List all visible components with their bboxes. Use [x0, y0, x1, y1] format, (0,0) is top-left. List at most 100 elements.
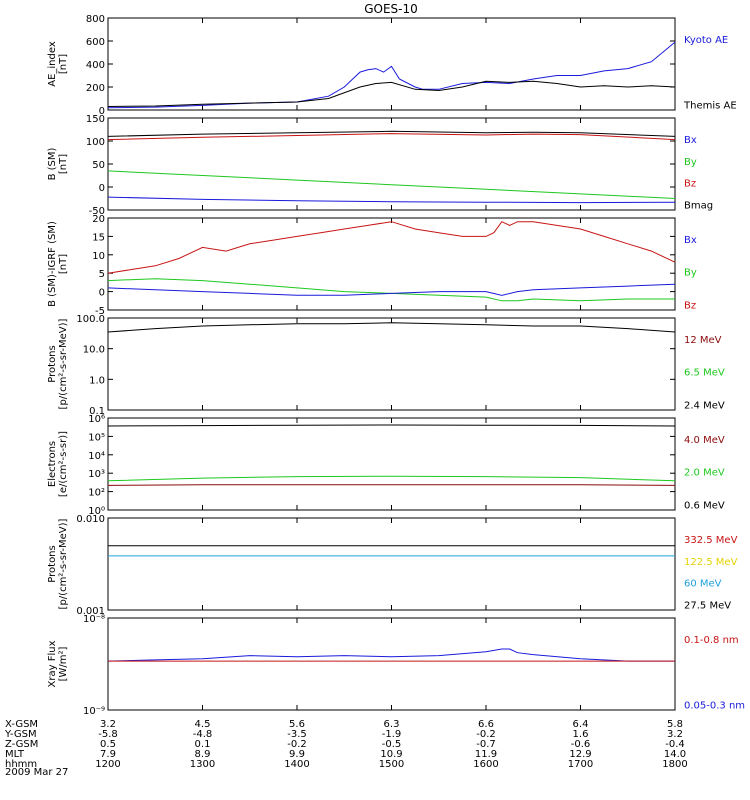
y-tick-label: 10⁵ [88, 432, 105, 443]
legend-entry: 4.0 MeV [684, 435, 725, 446]
legend-entry: 6.5 MeV [684, 368, 725, 379]
y-tick-label: 0 [99, 106, 105, 117]
series-line [107, 221, 676, 274]
x-axis-row-value: -0.2 [476, 729, 496, 740]
legend-entry: By [684, 268, 697, 279]
y-tick-label: 0.1 [89, 406, 105, 417]
x-axis-row-value: -0.5 [382, 739, 402, 750]
x-axis-row-value: -4.8 [193, 729, 213, 740]
x-axis-row-value: 6.4 [573, 719, 589, 730]
y-axis-label: Electrons[e/(cm²-s-sr)] [47, 431, 69, 497]
panel-4: 0.1 1.0 10.0 100.0 Protons[p/(cm²-s-sr-MeV)]… [47, 314, 725, 417]
y-tick-label: 400 [86, 60, 105, 71]
series-line [107, 484, 676, 486]
x-axis-row-value: 0.1 [195, 739, 211, 750]
x-axis-row-value: 1500 [379, 759, 404, 770]
x-axis-row-value: 8.9 [195, 749, 211, 760]
y-axis-label: AE_index[nT] [47, 41, 69, 87]
y-axis-label-line: AE_index [47, 41, 58, 87]
y-axis-label: Protons[p/(cm²-s-sr-MeV)] [47, 318, 69, 409]
x-axis-row-value: 14.0 [664, 749, 686, 760]
y-tick-label: 100 [86, 137, 105, 148]
legend-entry: 0.6 MeV [684, 500, 725, 511]
legend-entry: Themis AE [683, 100, 737, 111]
y-tick-label: 15 [92, 232, 105, 243]
x-axis-row-value: -5.8 [98, 729, 118, 740]
y-axis-label: B (SM)-IGRF (SM)[nT] [47, 221, 69, 307]
y-axis-label-line: [p/(cm²-s-sr-MeV)] [58, 318, 69, 409]
panel-frame [107, 617, 676, 711]
x-axis-row-value: -0.6 [571, 739, 591, 750]
series-line [107, 41, 676, 109]
series-line [107, 475, 676, 482]
y-tick-label: 10⁶ [88, 414, 105, 425]
x-axis-row-value: -3.5 [287, 729, 307, 740]
x-axis-row-value: -0.4 [665, 739, 685, 750]
x-axis-row-value: 5.6 [289, 719, 305, 730]
y-tick-label: 800 [86, 14, 105, 25]
series-line [107, 133, 676, 141]
panel-frame [107, 17, 676, 111]
x-axis-row-value: 9.9 [289, 749, 305, 760]
y-tick-label: 10 [92, 251, 105, 262]
y-tick-label: 0 [99, 183, 105, 194]
x-axis-row-value: 1.6 [573, 729, 589, 740]
legend-entry: Kyoto AE [684, 35, 728, 46]
y-tick-label: -5 [95, 306, 105, 317]
legend-entry: Bz [684, 179, 696, 190]
panel-2: -50 0 50 100 150 B (SM)[nT] Bx By Bz Bmag [47, 114, 713, 217]
y-axis-label-line: [W/m²] [58, 646, 69, 681]
y-tick-label: 10⁻⁸ [83, 614, 105, 625]
legend-entry: 0.05-0.3 nm [684, 700, 745, 711]
legend-entry: Bz [684, 300, 696, 311]
y-tick-label: 0 [99, 288, 105, 299]
y-axis-label-line: [nT] [58, 154, 69, 174]
y-tick-label: 10⁰ [88, 506, 105, 517]
legend-entry: Bmag [684, 200, 713, 211]
panel-7: 10⁻⁹ 10⁻⁸ Xray Flux[W/m²] 0.1-0.8 nm 0.05-0.… [47, 614, 745, 717]
x-axis-row-value: -0.7 [476, 739, 496, 750]
legend-entry: 2.0 MeV [684, 468, 725, 479]
series-line [107, 648, 675, 662]
y-tick-label: 5 [99, 269, 105, 280]
y-tick-label: 50 [92, 160, 105, 171]
x-axis-row-label: Y-GSM [4, 729, 37, 740]
x-axis-row-value: 6.3 [384, 719, 400, 730]
x-axis-row-value: 0.5 [100, 739, 116, 750]
y-tick-label: 10⁴ [88, 451, 105, 462]
x-axis-row-value: 3.2 [667, 729, 683, 740]
panel-frame [107, 317, 676, 411]
x-axis-row-value: 1200 [95, 759, 120, 770]
panel-5: 10⁰ 10² 10³ 10⁴ 10⁵ 10⁶ Electrons[e/(cm²-s-sr)… [47, 414, 725, 517]
y-axis-label: Xray Flux[W/m²] [47, 640, 69, 687]
legend-entry: 27.5 MeV [684, 600, 731, 611]
y-axis-label-line: [nT] [58, 254, 69, 274]
y-axis-label-line: Electrons [47, 441, 58, 487]
y-tick-label: 150 [86, 114, 105, 125]
x-axis-row-label: X-GSM [5, 719, 38, 730]
y-tick-label: 0.010 [76, 514, 105, 525]
x-axis-table: X-GSM 3.2 4.5 5.6 6.3 6.6 6.4 5.8 Y-GSM -5.8 -4.8 -… [4, 719, 688, 770]
y-axis-label-line: Xray Flux [47, 640, 58, 687]
y-tick-label: 10² [88, 488, 105, 499]
series-line [107, 322, 676, 333]
y-axis-label-line: B (SM)-IGRF (SM) [47, 221, 58, 307]
x-axis-row-value: 1800 [662, 759, 687, 770]
x-axis-row-value: 3.2 [100, 719, 116, 730]
legend-entry: 332.5 MeV [684, 535, 738, 546]
panel-6: 0.001 0.010 Protons[p/(cm²-s-sr-MeV)] 332.5… [47, 514, 738, 617]
series-line [107, 130, 676, 137]
x-axis-row-value: 5.8 [667, 719, 683, 730]
series-line [107, 170, 676, 199]
legend-entry: Bx [684, 235, 697, 246]
series-line [107, 80, 676, 107]
x-axis-row-label: hhmm [5, 759, 37, 770]
y-axis-label: Protons[p/(cm²-s-sr-MeV)] [47, 518, 69, 609]
panel-frame [107, 417, 676, 511]
y-tick-label: 600 [86, 37, 105, 48]
legend-entry: 12 MeV [684, 335, 722, 346]
y-axis-label-line: [e/(cm²-s-sr)] [58, 431, 69, 497]
y-tick-label: 20 [92, 214, 105, 225]
legend-entry: Bx [684, 135, 697, 146]
